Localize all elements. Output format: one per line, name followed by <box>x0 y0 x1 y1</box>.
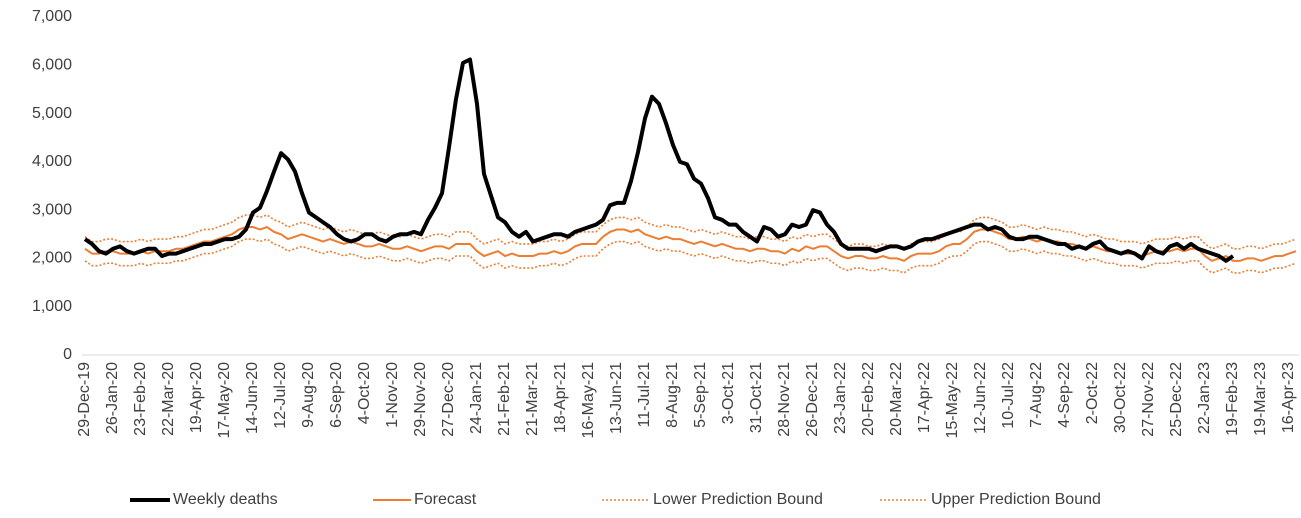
x-tick-label: 13-Jun-21 <box>608 362 625 434</box>
x-tick-label: 9-Aug-20 <box>300 362 317 428</box>
series-line <box>84 238 1297 274</box>
x-tick-label: 21-Mar-21 <box>524 362 541 436</box>
y-tick-label: 0 <box>63 346 72 363</box>
series-line <box>84 226 1297 262</box>
x-tick-label: 22-Mar-20 <box>160 362 177 436</box>
legend-label: Lower Prediction Bound <box>653 491 823 508</box>
x-tick-label: 20-Mar-22 <box>888 362 905 436</box>
y-tick-label: 3,000 <box>32 201 72 218</box>
series-line <box>84 214 1297 250</box>
x-tick-label: 1-Nov-20 <box>384 362 401 428</box>
x-tick-label: 29-Nov-20 <box>412 362 429 437</box>
x-tick-label: 7-Aug-22 <box>1028 362 1045 428</box>
x-tick-label: 15-May-22 <box>944 362 961 439</box>
x-tick-label: 17-Apr-22 <box>916 362 933 433</box>
x-tick-label: 26-Dec-21 <box>804 362 821 437</box>
x-tick-label: 29-Dec-19 <box>76 362 93 437</box>
x-tick-label: 16-Apr-23 <box>1280 362 1297 433</box>
x-tick-label: 2-Oct-22 <box>1084 362 1101 424</box>
x-tick-label: 3-Oct-21 <box>720 362 737 424</box>
x-tick-label: 8-Aug-21 <box>664 362 681 428</box>
y-tick-label: 7,000 <box>32 8 72 25</box>
x-tick-label: 24-Jan-21 <box>468 362 485 434</box>
x-tick-label: 14-Jun-20 <box>244 362 261 434</box>
y-tick-label: 1,000 <box>32 298 72 315</box>
series-line <box>83 57 1235 263</box>
x-tick-label: 6-Sep-20 <box>328 362 345 428</box>
x-tick-label: 26-Jan-20 <box>104 362 121 434</box>
x-tick-label: 22-Jan-23 <box>1196 362 1213 434</box>
x-tick-label: 19-Mar-23 <box>1252 362 1269 436</box>
x-tick-label: 31-Oct-21 <box>748 362 765 433</box>
x-tick-label: 16-May-21 <box>580 362 597 439</box>
y-tick-label: 4,000 <box>32 153 72 170</box>
x-tick-label: 17-May-20 <box>216 362 233 439</box>
y-tick-label: 6,000 <box>32 57 72 74</box>
y-tick-label: 2,000 <box>32 250 72 267</box>
x-tick-label: 4-Sep-22 <box>1056 362 1073 428</box>
x-tick-label: 11-Jul-21 <box>636 362 653 428</box>
x-tick-label: 28-Nov-21 <box>776 362 793 437</box>
x-tick-label: 27-Nov-22 <box>1140 362 1157 437</box>
x-tick-label: 21-Feb-21 <box>496 362 513 436</box>
x-tick-label: 20-Feb-22 <box>860 362 877 436</box>
x-tick-label: 12-Jul-20 <box>272 362 289 429</box>
x-tick-label: 5-Sep-21 <box>692 362 709 428</box>
legend-label: Weekly deaths <box>173 491 278 508</box>
x-tick-label: 4-Oct-20 <box>356 362 373 424</box>
x-tick-label: 10-Jul-22 <box>1000 362 1017 429</box>
x-tick-label: 12-Jun-22 <box>972 362 989 434</box>
x-tick-label: 25-Dec-22 <box>1168 362 1185 437</box>
x-tick-label: 19-Apr-20 <box>188 362 205 433</box>
legend-label: Upper Prediction Bound <box>931 491 1101 508</box>
x-tick-label: 19-Feb-23 <box>1224 362 1241 436</box>
legend-label: Forecast <box>414 491 477 508</box>
x-tick-label: 18-Apr-21 <box>552 362 569 433</box>
x-tick-label: 23-Feb-20 <box>132 362 149 436</box>
x-tick-label: 27-Dec-20 <box>440 362 457 437</box>
y-tick-label: 5,000 <box>32 105 72 122</box>
x-tick-label: 23-Jan-22 <box>832 362 849 434</box>
x-tick-label: 30-Oct-22 <box>1112 362 1129 433</box>
